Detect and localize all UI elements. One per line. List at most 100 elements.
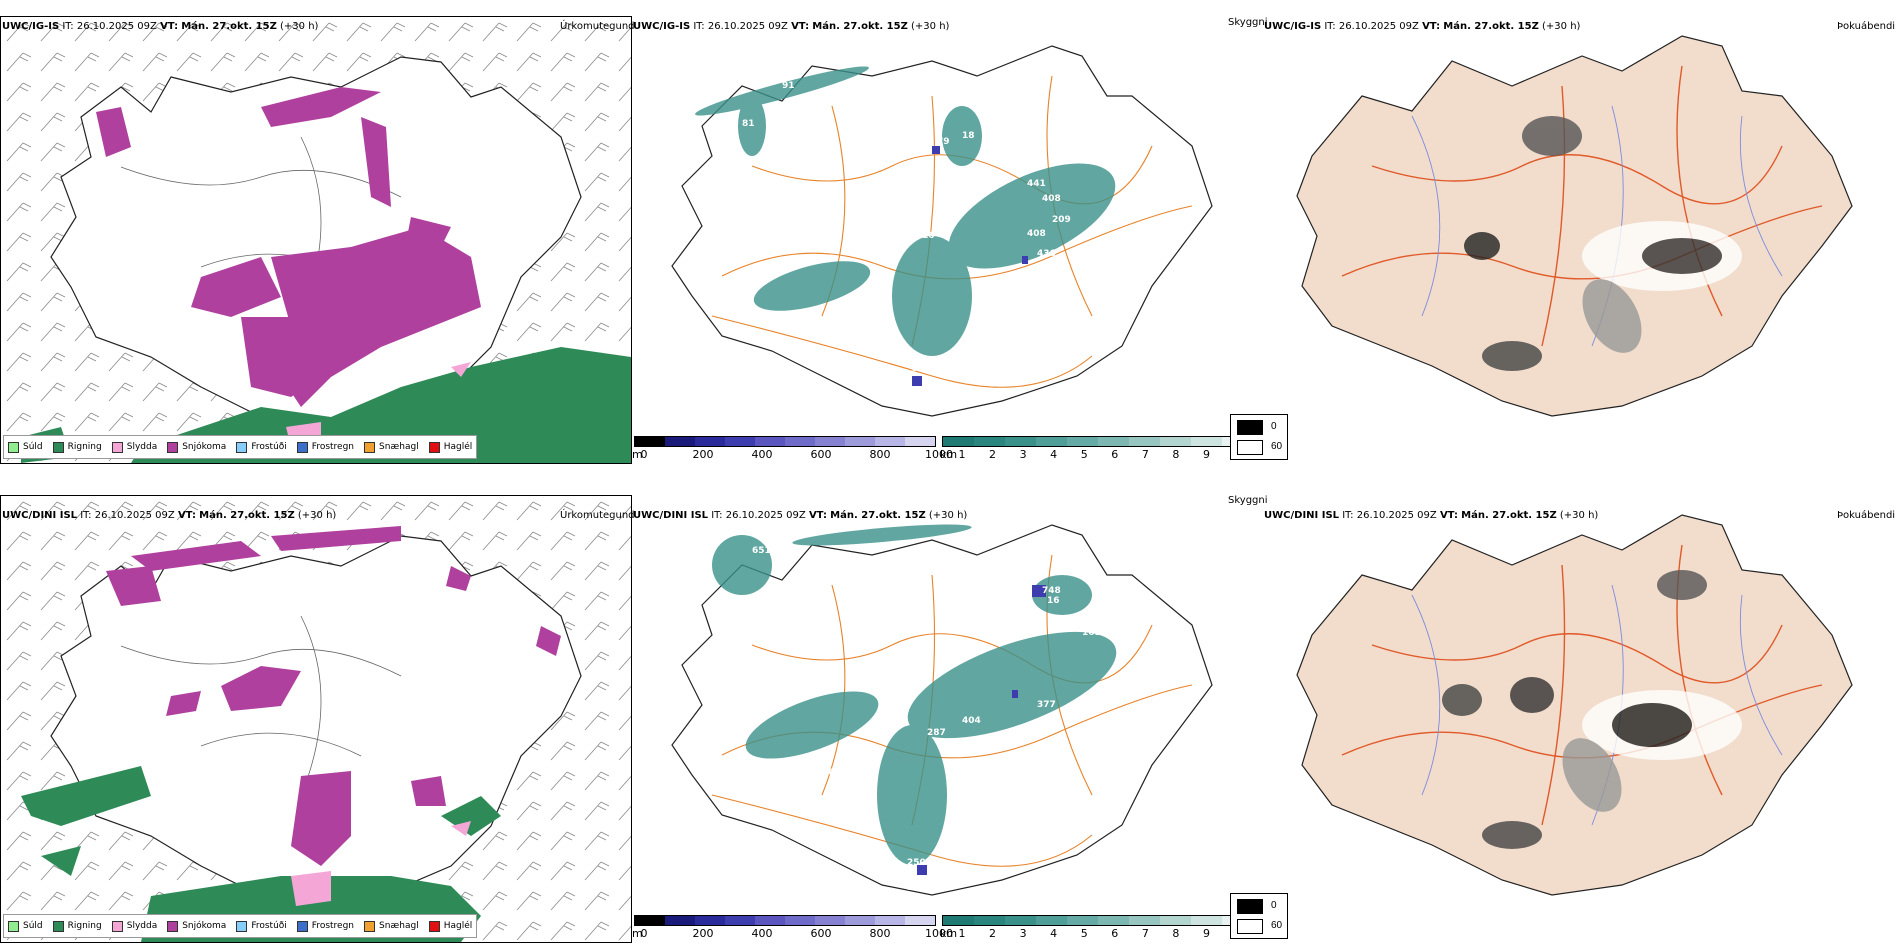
colorbar-segment <box>755 916 785 925</box>
colorbar-tick: 600 <box>810 927 832 940</box>
colorbar-tick: 400 <box>751 448 773 461</box>
precip-map-svg <box>1 17 631 463</box>
precip-map-row1: Súld Rigning Slydda Snjókoma Frostúði Frostre… <box>0 16 632 464</box>
legend-label: Snjókoma <box>182 442 227 452</box>
colorbar-tick: 200 <box>692 448 714 461</box>
legend-label: Snæhagl <box>379 921 419 931</box>
cloud-base-label: 441 <box>1027 179 1046 189</box>
colorbar-segment <box>1036 437 1067 446</box>
cloud-base-label: 81 <box>742 119 755 129</box>
legend-label: Haglél <box>443 921 473 931</box>
legend-swatch <box>428 920 440 932</box>
cloud-title: Skyggni <box>1228 17 1268 28</box>
vt-value: Mán. 27.okt. 15Z <box>812 21 908 32</box>
colorbar-tick: 4 <box>1050 927 1058 940</box>
legend-item: Frostregn <box>296 920 354 932</box>
model-name: UWC/DINI ISL <box>1264 510 1340 521</box>
colorbar-segment <box>635 437 665 446</box>
colorbar-segment <box>815 437 845 446</box>
colorbar-tick: 6 <box>1111 448 1119 461</box>
colorbar-segment <box>1036 916 1067 925</box>
colorbar-tick: 7 <box>1141 448 1149 461</box>
vt-label: VT: <box>160 21 179 32</box>
fog-map-svg <box>1296 514 1853 896</box>
lead-time: (+30 h) <box>280 21 319 32</box>
cloud-base-label: 16 <box>922 231 935 241</box>
it-label: IT: <box>711 510 723 521</box>
precip-legend: Súld Rigning Slydda Snjókoma Frostúði Frostre… <box>3 914 478 938</box>
colorbar-tick: 7 <box>1141 927 1149 940</box>
ceiling-colorbar <box>634 915 936 926</box>
visibility-unit: km <box>940 448 958 461</box>
colorbar-segment <box>875 437 905 446</box>
cloud-title: Skyggni <box>1228 495 1268 506</box>
model-name: UWC/IG-IS <box>633 21 691 32</box>
it-value: 26.10.2025 09Z <box>707 21 788 32</box>
colorbar-tick: 400 <box>751 927 773 940</box>
vt-label: VT: <box>791 21 810 32</box>
legend-item: Haglél <box>428 920 473 932</box>
legend-item: Snæhagl <box>364 920 419 932</box>
fog-legend: 0 60 <box>1230 414 1288 460</box>
legend-item: Súld <box>8 441 43 453</box>
model-name: UWC/IG-IS <box>1264 21 1322 32</box>
header-row1-precip: UWC/IG-IS IT: 26.10.2025 09Z VT: Mán. 27… <box>2 21 318 33</box>
cloud-base-label: 408 <box>1027 229 1046 239</box>
legend-item: Slydda <box>111 441 157 453</box>
vt-value: Mán. 27.okt. 15Z <box>1443 21 1539 32</box>
colorbar-tick: 2 <box>989 448 997 461</box>
ceiling-unit: m <box>632 448 643 461</box>
legend-item: Snjókoma <box>167 920 226 932</box>
colorbar-tick: 200 <box>692 927 714 940</box>
colorbar-tick: 9 <box>1202 448 1210 461</box>
it-value: 26.10.2025 09Z <box>1356 510 1437 521</box>
colorbar-segment <box>974 437 1005 446</box>
it-value: 26.10.2025 09Z <box>94 510 175 521</box>
legend-swatch <box>8 920 19 932</box>
it-label: IT: <box>1342 510 1354 521</box>
fog-map-svg <box>1296 35 1853 417</box>
cloud-base-label: 828 <box>1042 800 1061 810</box>
legend-label: Súld <box>23 921 43 931</box>
fog-legend-light-label: 60 <box>1271 441 1283 452</box>
it-label: IT: <box>1324 21 1336 32</box>
fog-legend-dark-label: 0 <box>1271 421 1277 432</box>
cloud-base-label: 16 <box>1047 596 1060 606</box>
visibility-colorbar <box>942 915 1254 926</box>
colorbar-segment <box>695 916 725 925</box>
colorbar-segment <box>815 916 845 925</box>
colorbar-segment <box>1005 437 1036 446</box>
legend-label: Rigning <box>67 442 102 452</box>
colorbar-segment <box>1005 916 1036 925</box>
ceiling-colorbar <box>634 436 936 447</box>
precip-map-svg <box>1 496 631 942</box>
header-row2-fog: UWC/DINI ISL IT: 26.10.2025 09Z VT: Mán.… <box>1264 510 1598 522</box>
colorbar-segment <box>943 437 974 446</box>
fog-map-row1: 0 60 <box>1230 16 1898 460</box>
legend-swatch <box>111 920 123 932</box>
colorbar-segment <box>905 437 935 446</box>
colorbar-segment <box>785 916 815 925</box>
lead-time: (+30 h) <box>1542 21 1581 32</box>
it-label: IT: <box>62 21 74 32</box>
legend-swatch <box>167 441 179 453</box>
vt-value: Mán. 27.okt. 15Z <box>830 510 926 521</box>
legend-item: Snæhagl <box>364 441 419 453</box>
it-label: IT: <box>693 21 705 32</box>
colorbar-segment <box>695 437 725 446</box>
fog-legend-dark <box>1237 420 1263 435</box>
colorbar-tick: 8 <box>1172 927 1180 940</box>
fog-legend-light-label: 60 <box>1271 920 1283 931</box>
vt-label: VT: <box>1422 21 1441 32</box>
colorbar-tick: 0 <box>640 927 648 940</box>
legend-item: Frostúði <box>236 920 287 932</box>
colorbar-tick: 800 <box>869 927 891 940</box>
cloud-base-label: 287 <box>927 728 946 738</box>
legend-swatch <box>52 441 64 453</box>
colorbar-segment <box>755 437 785 446</box>
colorbar-segment <box>1098 916 1129 925</box>
ceiling-unit: m <box>632 927 643 940</box>
lead-time: (+30 h) <box>297 510 337 521</box>
legend-swatch <box>296 920 308 932</box>
precip-legend: Súld Rigning Slydda Snjókoma Frostúði Frostre… <box>3 435 478 459</box>
